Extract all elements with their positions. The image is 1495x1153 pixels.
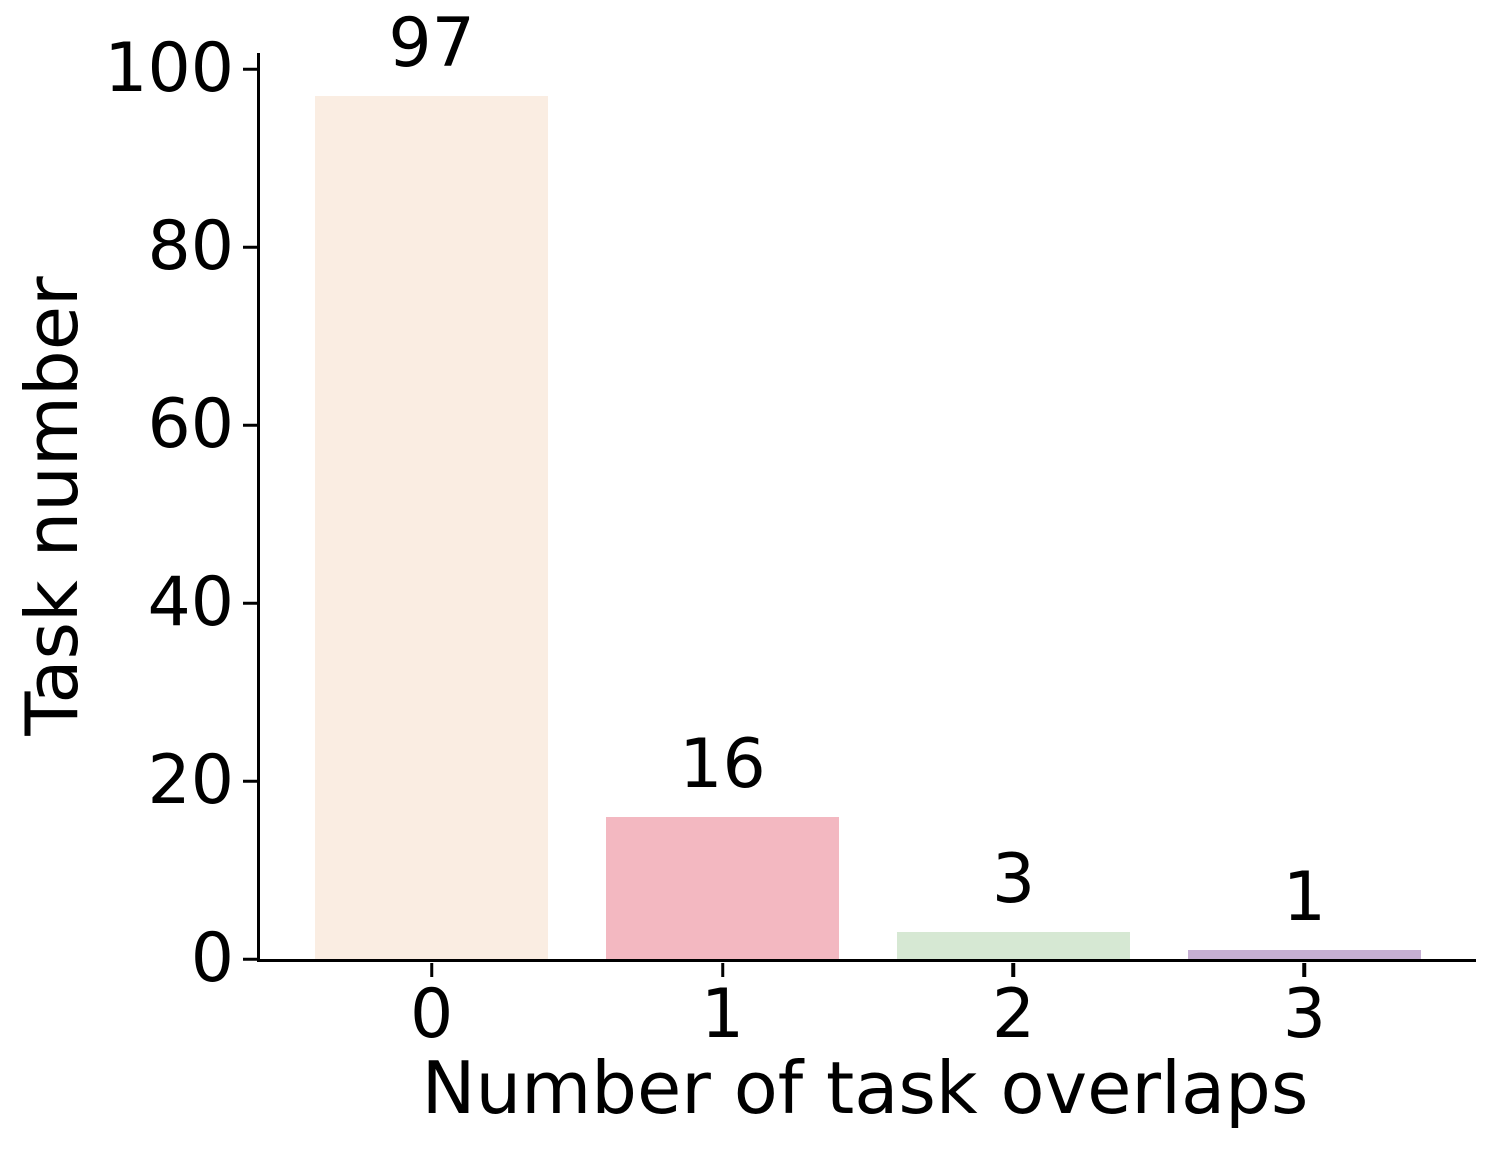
y-tick-mark [242, 957, 257, 961]
y-tick-mark [242, 779, 257, 783]
bar-value-label: 3 [991, 840, 1036, 920]
y-tick-label: 20 [147, 741, 234, 821]
bar-3 [1188, 950, 1421, 959]
y-tick-label: 100 [104, 29, 234, 109]
y-tick-label: 60 [147, 385, 234, 465]
bar-value-label: 97 [388, 4, 475, 84]
y-tick-label: 80 [147, 207, 234, 287]
x-axis-label: Number of task overlaps [421, 1046, 1309, 1130]
bar-1 [606, 816, 839, 959]
y-tick-label: 0 [190, 919, 234, 998]
y-tick-mark [242, 245, 257, 250]
y-tick-mark [242, 67, 257, 72]
x-tick-mark [720, 962, 725, 977]
bar-2 [897, 932, 1130, 959]
y-tick-mark [242, 423, 257, 428]
bar-0 [315, 96, 548, 959]
bar-value-label: 1 [1282, 858, 1326, 938]
plot-area: 97 0 16 1 3 2 1 3 0 20 40 60 80 100 [104, 10, 1476, 1049]
x-tick-mark [429, 962, 434, 977]
y-tick-mark [242, 601, 257, 605]
x-tick-mark [1011, 962, 1016, 977]
x-tick-label: 2 [991, 975, 1036, 1054]
y-tick-label: 40 [147, 563, 234, 643]
y-axis-label: Task number [10, 276, 94, 736]
x-tick-label: 0 [409, 975, 454, 1054]
x-tick-mark [1302, 962, 1307, 977]
x-tick-label: 1 [700, 975, 745, 1054]
x-tick-label: 3 [1282, 975, 1326, 1054]
bar-value-label: 16 [679, 724, 766, 804]
